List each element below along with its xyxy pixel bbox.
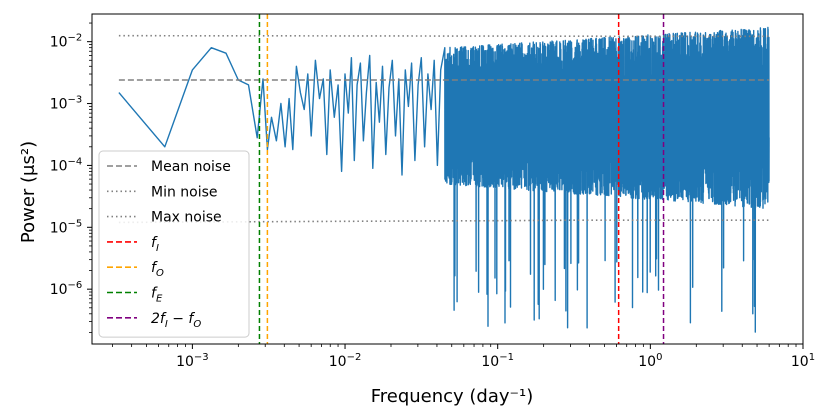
legend-label: 2fI − fO — [151, 311, 201, 330]
x-tick-label: 10−2 — [329, 352, 362, 370]
legend-label: fE — [151, 286, 163, 305]
x-tick-label: 101 — [791, 352, 815, 370]
legend-label: Min noise — [151, 184, 218, 200]
x-tick-label: 100 — [638, 352, 662, 370]
legend: Mean noise Min noise Max noise fI fO fE 2fI − … — [98, 150, 250, 338]
max-noise-line — [118, 34, 770, 38]
legend-entry: Mean noise — [107, 159, 231, 175]
x-axis-ticks: 10−3 10−2 10−1 100 101 — [112, 344, 815, 370]
y-tick-label: 10−6 — [50, 280, 83, 298]
legend-entry: Min noise — [107, 184, 218, 200]
x-tick-label: 10−1 — [481, 352, 514, 370]
y-tick-label: 10−2 — [50, 33, 83, 51]
legend-label: fO — [151, 260, 164, 279]
legend-entry: fI — [107, 235, 159, 254]
y-tick-label: 10−5 — [50, 218, 83, 236]
x-tick-label: 10−3 — [176, 352, 209, 370]
y-axis-label: Power (μs²) — [18, 141, 39, 243]
y-tick-label: 10−4 — [50, 156, 83, 174]
x-axis-label: Frequency (day⁻¹) — [371, 386, 534, 407]
plot-content — [118, 14, 770, 344]
legend-entry: 2fI − fO — [107, 311, 201, 330]
legend-label: fI — [151, 235, 159, 254]
y-axis-ticks: 10−6 10−5 10−4 10−3 10−2 — [50, 22, 92, 333]
legend-entry: fE — [107, 286, 163, 305]
spectrum-line — [118, 26, 770, 333]
legend-entry: fO — [107, 260, 164, 279]
plot-area — [118, 14, 770, 344]
min-noise-line — [118, 219, 770, 224]
y-tick-label: 10−3 — [50, 95, 83, 113]
legend-label: Max noise — [151, 210, 222, 226]
legend-label: Mean noise — [151, 159, 231, 175]
legend-entry: Max noise — [107, 210, 222, 226]
legend-box — [98, 150, 250, 338]
